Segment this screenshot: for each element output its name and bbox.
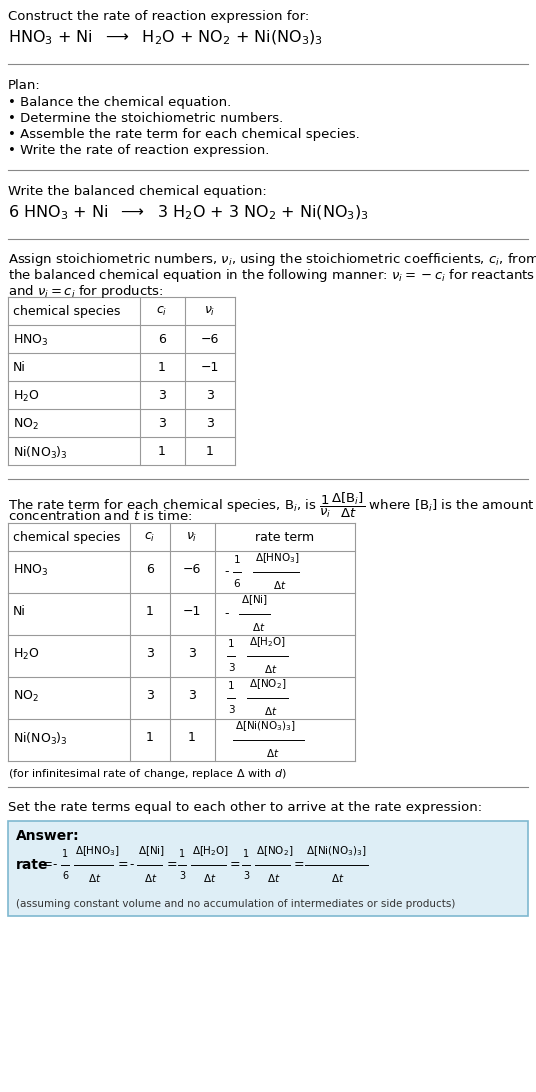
Text: $\nu_i$: $\nu_i$ [187,531,198,544]
Text: 3: 3 [188,689,196,702]
Text: chemical species: chemical species [13,305,121,318]
Text: 1: 1 [228,639,234,649]
Text: 3: 3 [228,705,234,715]
Text: H$_2$O: H$_2$O [13,389,40,404]
Text: (assuming constant volume and no accumulation of intermediates or side products): (assuming constant volume and no accumul… [16,899,456,909]
Text: The rate term for each chemical species, B$_i$, is $\dfrac{1}{\nu_i}\dfrac{\Delt: The rate term for each chemical species,… [8,491,534,520]
Text: 3: 3 [146,689,154,702]
Text: Plan:: Plan: [8,79,41,92]
Text: chemical species: chemical species [13,531,121,544]
Text: Answer:: Answer: [16,829,80,843]
Text: 3: 3 [206,389,214,402]
Text: -: - [52,858,56,871]
Text: concentration and $t$ is time:: concentration and $t$ is time: [8,509,192,523]
Text: H$_2$O: H$_2$O [13,646,40,662]
Text: $\Delta t$: $\Delta t$ [88,873,102,885]
Text: 1: 1 [234,555,240,565]
Text: $\Delta$[HNO$_3$]: $\Delta$[HNO$_3$] [255,551,300,565]
Text: $\Delta$[H$_2$O]: $\Delta$[H$_2$O] [192,844,229,858]
Text: 3: 3 [206,417,214,430]
FancyBboxPatch shape [8,821,528,916]
Text: 1: 1 [206,446,214,458]
Text: HNO$_3$: HNO$_3$ [13,333,49,348]
Text: =: = [166,858,177,871]
Text: 3: 3 [188,646,196,660]
Text: −6: −6 [183,563,201,575]
Text: $\Delta$[Ni]: $\Delta$[Ni] [241,593,268,607]
Text: 1: 1 [146,731,154,744]
Text: 1: 1 [180,848,185,859]
Text: • Balance the chemical equation.: • Balance the chemical equation. [8,96,231,109]
Text: 3: 3 [158,417,166,430]
Text: Ni(NO$_3$)$_3$: Ni(NO$_3$)$_3$ [13,446,68,461]
Text: the balanced chemical equation in the following manner: $\nu_i = -c_i$ for react: the balanced chemical equation in the fo… [8,268,535,284]
Text: NO$_2$: NO$_2$ [13,417,39,432]
Text: Assign stoichiometric numbers, $\nu_i$, using the stoichiometric coefficients, $: Assign stoichiometric numbers, $\nu_i$, … [8,251,536,268]
Text: 1: 1 [188,731,196,744]
Text: $\Delta$[Ni(NO$_3$)$_3$]: $\Delta$[Ni(NO$_3$)$_3$] [306,844,367,858]
Text: 3: 3 [158,389,166,402]
Text: rate term: rate term [256,531,315,544]
Text: 1: 1 [146,605,154,618]
Text: 3: 3 [146,646,154,660]
Text: -: - [225,607,229,620]
Text: $\Delta$[H$_2$O]: $\Delta$[H$_2$O] [249,636,286,649]
Text: Ni: Ni [13,605,26,618]
Text: and $\nu_i = c_i$ for products:: and $\nu_i = c_i$ for products: [8,283,163,300]
Text: 6: 6 [146,563,154,575]
Text: $\Delta t$: $\Delta t$ [251,621,265,633]
Text: Write the balanced chemical equation:: Write the balanced chemical equation: [8,185,267,198]
Text: $\Delta$[NO$_2$]: $\Delta$[NO$_2$] [256,844,293,858]
Text: $\Delta$[NO$_2$]: $\Delta$[NO$_2$] [249,677,286,691]
Text: 1: 1 [228,681,234,691]
Text: 6 HNO$_3$ + Ni  $\longrightarrow$  3 H$_2$O + 3 NO$_2$ + Ni(NO$_3$)$_3$: 6 HNO$_3$ + Ni $\longrightarrow$ 3 H$_2$… [8,204,369,223]
Text: $\Delta t$: $\Delta t$ [273,579,286,591]
Text: Set the rate terms equal to each other to arrive at the rate expression:: Set the rate terms equal to each other t… [8,802,482,814]
Text: 3: 3 [180,871,185,881]
Text: Ni: Ni [13,361,26,373]
Text: $\nu_i$: $\nu_i$ [204,305,215,318]
Text: -: - [225,566,229,579]
Text: -: - [129,858,134,871]
Text: 6: 6 [62,871,68,881]
Text: • Write the rate of reaction expression.: • Write the rate of reaction expression. [8,144,270,157]
Text: 1: 1 [243,848,249,859]
Text: $\Delta t$: $\Delta t$ [265,747,279,759]
Text: =: = [42,858,53,871]
Text: NO$_2$: NO$_2$ [13,689,39,704]
Text: =: = [294,858,304,871]
Text: =: = [117,858,128,871]
Text: −1: −1 [201,361,219,373]
Text: $\Delta t$: $\Delta t$ [264,663,278,675]
Text: 3: 3 [228,663,234,673]
Text: −6: −6 [201,333,219,346]
Text: $c_i$: $c_i$ [157,305,168,318]
Text: 1: 1 [158,446,166,458]
Text: (for infinitesimal rate of change, replace Δ with $d$): (for infinitesimal rate of change, repla… [8,767,287,781]
Text: $\Delta t$: $\Delta t$ [144,873,158,885]
Text: 6: 6 [234,579,240,589]
Text: HNO$_3$: HNO$_3$ [13,563,49,578]
Text: rate: rate [16,858,48,873]
Text: 1: 1 [158,361,166,373]
Text: Ni(NO$_3$)$_3$: Ni(NO$_3$)$_3$ [13,731,68,747]
Text: $c_i$: $c_i$ [144,531,155,544]
Text: 1: 1 [62,848,68,859]
Text: −1: −1 [183,605,201,618]
Text: $\Delta$[Ni]: $\Delta$[Ni] [138,844,166,858]
Text: $\Delta t$: $\Delta t$ [331,873,344,885]
Text: =: = [230,858,241,871]
Text: 6: 6 [158,333,166,346]
Text: • Assemble the rate term for each chemical species.: • Assemble the rate term for each chemic… [8,128,360,141]
Text: $\Delta$[Ni(NO$_3$)$_3$]: $\Delta$[Ni(NO$_3$)$_3$] [235,720,296,733]
Text: $\Delta t$: $\Delta t$ [264,705,278,717]
Text: $\Delta t$: $\Delta t$ [203,873,217,885]
Text: $\Delta t$: $\Delta t$ [267,873,280,885]
Text: Construct the rate of reaction expression for:: Construct the rate of reaction expressio… [8,10,309,23]
Text: $\Delta$[HNO$_3$]: $\Delta$[HNO$_3$] [75,844,120,858]
Text: • Determine the stoichiometric numbers.: • Determine the stoichiometric numbers. [8,112,283,124]
Text: 3: 3 [243,871,249,881]
Text: HNO$_3$ + Ni  $\longrightarrow$  H$_2$O + NO$_2$ + Ni(NO$_3$)$_3$: HNO$_3$ + Ni $\longrightarrow$ H$_2$O + … [8,29,323,47]
